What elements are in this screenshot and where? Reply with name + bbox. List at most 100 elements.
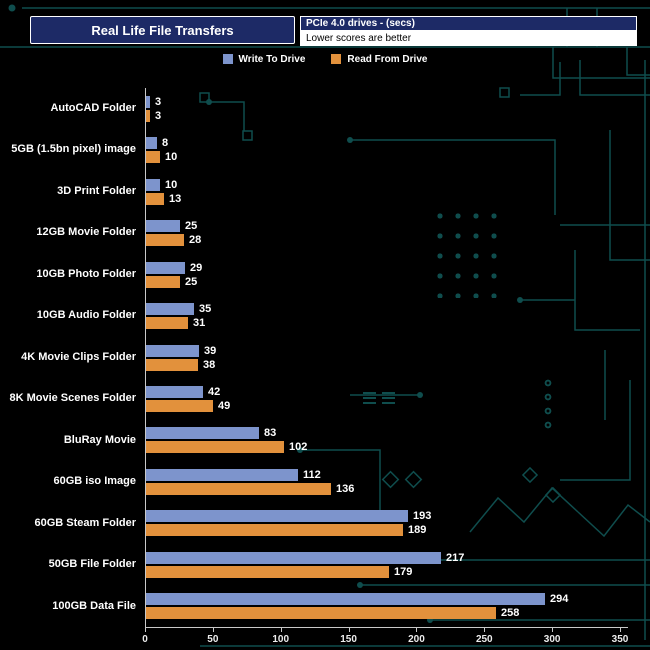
value-label: 28 [189, 234, 202, 247]
value-label: 102 [289, 441, 308, 454]
x-tick [280, 627, 282, 632]
write-bar [146, 593, 545, 606]
read-bar [146, 317, 188, 330]
write-bar [146, 220, 180, 233]
drive-info-box: PCIe 4.0 drives - (secs) [300, 16, 637, 31]
write-bar [146, 137, 157, 150]
value-label: 13 [169, 192, 182, 205]
x-tick [620, 627, 621, 632]
read-legend-swatch [331, 54, 342, 64]
note-label: Lower scores are better [306, 33, 412, 44]
category-label: BluRay Movie [63, 433, 136, 446]
value-label: 42 [208, 385, 221, 398]
category-label: 60GB iso Image [53, 475, 136, 488]
circuit-dashes [363, 392, 376, 405]
circuit-ring-column [538, 374, 554, 432]
x-tick [348, 627, 350, 632]
category-label: 60GB Steam Folder [34, 516, 136, 529]
x-axis [145, 627, 628, 628]
value-label: 193 [413, 510, 432, 523]
x-tick [145, 627, 146, 632]
write-bar [146, 303, 194, 316]
value-label: 112 [303, 468, 321, 481]
write-bar [146, 385, 203, 398]
write-bar [146, 551, 441, 564]
x-tick-label: 300 [543, 634, 561, 645]
value-label: 136 [336, 482, 355, 495]
write-bar [146, 344, 199, 357]
read-bar [146, 275, 180, 288]
chart-title-box: Real Life File Transfers [30, 16, 295, 44]
category-label: 10GB Photo Folder [36, 267, 136, 280]
category-label: AutoCAD Folder [50, 102, 136, 114]
write-legend-swatch [222, 54, 233, 64]
value-label: 83 [264, 427, 277, 440]
x-tick-label: 50 [207, 634, 219, 645]
read-bar [146, 151, 160, 164]
category-label: 5GB (1.5bn pixel) image [11, 143, 136, 156]
write-bar [146, 178, 160, 191]
read-bar [146, 482, 331, 495]
value-label: 217 [446, 551, 465, 564]
x-tick-label: 350 [611, 634, 629, 645]
value-label: 10 [165, 178, 178, 191]
x-tick [212, 627, 214, 632]
value-label: 25 [185, 220, 198, 233]
value-label: 3 [155, 109, 162, 122]
value-label: 38 [203, 358, 216, 371]
value-label: 294 [550, 593, 569, 606]
legend-label: Write To Drive [238, 53, 306, 65]
read-bar [146, 234, 184, 247]
x-tick [552, 627, 554, 632]
read-bar [146, 524, 403, 537]
read-bar [146, 565, 389, 578]
value-label: 25 [185, 275, 198, 288]
category-label: 3D Print Folder [57, 184, 136, 197]
category-label: 50GB File Folder [48, 558, 136, 571]
legend-item: Read From Drive [331, 54, 427, 65]
read-bar [146, 109, 150, 122]
x-tick [484, 627, 486, 632]
chart-title: Real Life File Transfers [91, 22, 234, 38]
value-label: 49 [218, 399, 231, 412]
category-label: 4K Movie Clips Folder [21, 350, 136, 363]
value-label: 29 [190, 261, 203, 274]
write-bar [146, 95, 150, 108]
legend: Write To Drive Read From Drive [0, 52, 650, 66]
note-box: Lower scores are better [300, 31, 637, 46]
circuit-dashes [382, 392, 395, 405]
x-tick [416, 627, 418, 632]
value-label: 179 [394, 565, 413, 578]
write-bar [146, 468, 298, 481]
value-label: 35 [199, 303, 212, 316]
legend-label: Read From Drive [347, 53, 428, 65]
x-tick-label: 250 [475, 634, 493, 645]
read-bar [146, 399, 213, 412]
category-label: 12GB Movie Folder [36, 226, 136, 239]
value-label: 8 [162, 137, 169, 150]
category-label: 10GB Audio Folder [36, 309, 136, 322]
value-label: 10 [165, 151, 178, 164]
category-label: 100GB Data File [52, 599, 136, 612]
x-tick-label: 0 [142, 634, 148, 645]
circuit-dot-grid [427, 202, 499, 298]
read-bar [146, 192, 164, 205]
value-label: 189 [408, 524, 427, 537]
legend-item: Write To Drive [222, 53, 306, 65]
x-tick-label: 100 [272, 634, 290, 645]
circuit-traces [0, 7, 650, 647]
read-bar [146, 441, 284, 454]
write-bar [146, 427, 259, 440]
read-bar [146, 607, 496, 620]
value-label: 39 [204, 344, 217, 357]
y-axis [145, 88, 146, 627]
write-bar [146, 510, 408, 523]
read-bar [146, 358, 198, 371]
drive-info-label: PCIe 4.0 drives - (secs) [306, 18, 415, 29]
x-tick-label: 150 [340, 634, 357, 645]
value-label: 31 [193, 317, 206, 330]
circuit-squares [199, 87, 562, 504]
